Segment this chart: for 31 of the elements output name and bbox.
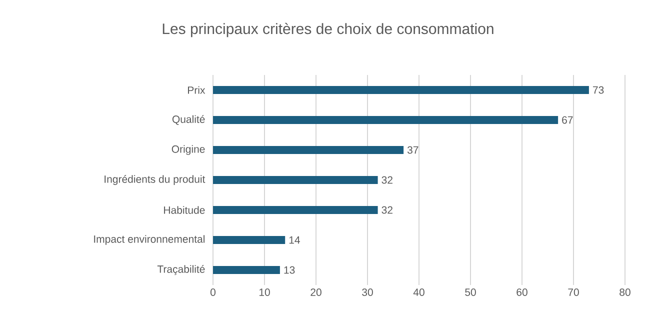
- x-tick-label: 50: [465, 288, 476, 296]
- y-tick-label: Traçabilité: [157, 265, 205, 275]
- x-tick-label: 20: [310, 288, 322, 296]
- y-tick-label: Prix: [188, 86, 206, 94]
- data-label: 73: [593, 86, 604, 94]
- bar: [213, 146, 404, 154]
- bar: [213, 86, 589, 94]
- y-tick-label: Habitude: [164, 206, 205, 214]
- y-tick-label: Ingrédients du produit: [104, 175, 206, 185]
- bar: [213, 236, 286, 244]
- y-tick-label: Qualité: [172, 115, 205, 125]
- chart-title: Les principaux critères de choix de consommation: [162, 22, 494, 38]
- bar: [213, 266, 280, 274]
- data-label: 67: [562, 116, 573, 124]
- y-tick-label: Impact environnemental: [94, 235, 204, 245]
- data-label: 13: [284, 266, 295, 274]
- x-tick-label: 0: [210, 288, 216, 296]
- x-tick-label: 70: [568, 288, 579, 296]
- x-tick-label: 40: [413, 288, 424, 296]
- data-label: 32: [382, 206, 392, 214]
- x-tick-label: 60: [516, 288, 528, 296]
- bar: [213, 116, 558, 124]
- bar: [213, 206, 378, 214]
- data-label: 37: [407, 146, 418, 154]
- bar: [213, 176, 378, 184]
- x-tick-label: 30: [362, 288, 373, 296]
- y-tick-label: Origine: [172, 145, 205, 155]
- data-label: 14: [289, 236, 300, 244]
- x-tick-label: 10: [259, 288, 270, 296]
- data-label: 32: [382, 176, 392, 184]
- x-tick-label: 80: [620, 288, 630, 296]
